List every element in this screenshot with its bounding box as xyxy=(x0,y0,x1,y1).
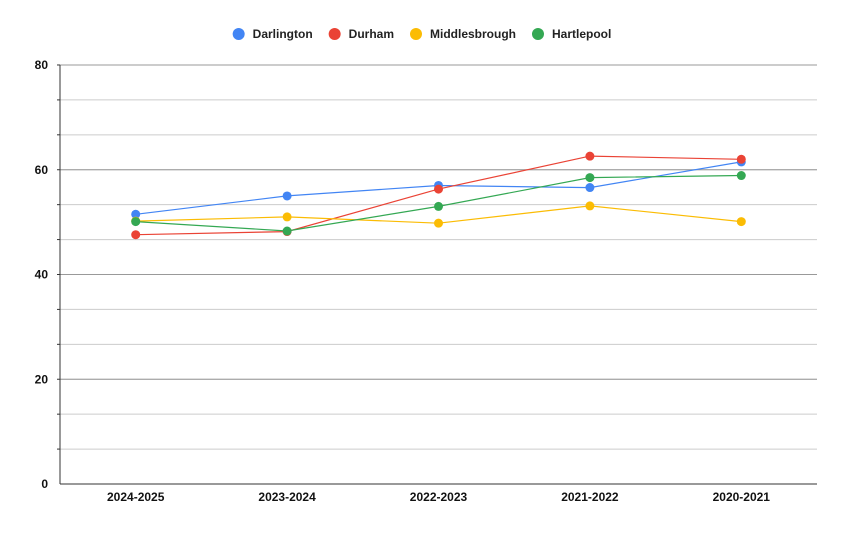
x-tick-label: 2023-2024 xyxy=(258,490,316,504)
legend: Darlington Durham Middlesbrough Hartlepool xyxy=(232,27,611,41)
grid xyxy=(60,64,817,450)
data-point xyxy=(736,154,746,164)
series xyxy=(131,151,746,240)
legend-label: Middlesbrough xyxy=(430,27,516,41)
y-tick-label: 80 xyxy=(35,58,49,72)
y-tick-label: 0 xyxy=(41,477,48,491)
data-point xyxy=(434,201,443,211)
x-tick-label: 2022-2023 xyxy=(410,490,468,504)
data-point xyxy=(282,226,292,236)
data-point xyxy=(434,184,443,194)
y-tick-label: 40 xyxy=(35,268,49,282)
legend-label: Durham xyxy=(349,27,394,41)
axes: 0 20 40 60 80 2024-2025 2023-2024 2022-2023 2021… xyxy=(35,58,817,504)
x-tick-label: 2021-2022 xyxy=(561,490,619,504)
legend-marker xyxy=(410,28,423,40)
legend-label: Darlington xyxy=(253,27,313,41)
data-point xyxy=(585,173,595,183)
data-point xyxy=(736,171,746,181)
data-point xyxy=(131,217,141,227)
legend-marker xyxy=(531,28,544,40)
x-tick-label: 2024-2025 xyxy=(107,490,165,504)
data-point xyxy=(282,191,292,201)
x-tick-label: 2020-2021 xyxy=(713,490,771,504)
legend-marker xyxy=(328,28,341,40)
data-point xyxy=(585,183,595,193)
y-tick-label: 20 xyxy=(35,372,49,386)
data-point xyxy=(434,218,443,228)
y-tick-label: 60 xyxy=(35,163,49,177)
data-point xyxy=(131,230,141,240)
data-point xyxy=(282,212,292,222)
data-point xyxy=(585,201,595,211)
legend-label: Hartlepool xyxy=(552,27,611,41)
data-point xyxy=(736,217,746,227)
data-point xyxy=(131,209,141,219)
legend-marker xyxy=(232,28,245,40)
data-point xyxy=(585,151,595,161)
